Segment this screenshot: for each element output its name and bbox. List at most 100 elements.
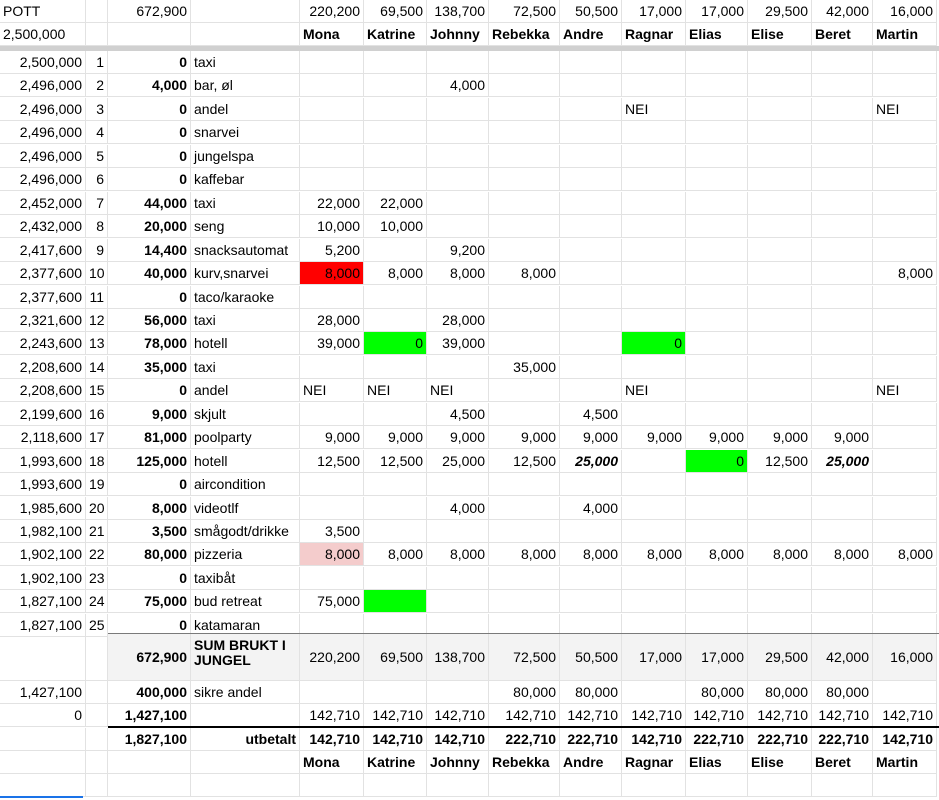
footer-name-cell[interactable]: Katrine: [364, 751, 427, 774]
person-amount-cell[interactable]: [622, 309, 686, 332]
description-cell[interactable]: snacksautomat: [191, 239, 300, 262]
person-amount-cell[interactable]: [489, 473, 560, 496]
person-amount-cell[interactable]: [622, 262, 686, 285]
sum-person-cell[interactable]: 17,000: [686, 634, 748, 681]
person-amount-cell[interactable]: 8,000: [364, 262, 427, 285]
total-spent-cell[interactable]: 672,900: [108, 0, 191, 23]
person-amount-cell[interactable]: [686, 309, 748, 332]
person-amount-cell[interactable]: [560, 239, 622, 262]
description-cell[interactable]: smågodt/drikke: [191, 520, 300, 543]
description-cell[interactable]: taxi: [191, 356, 300, 379]
description-cell[interactable]: hotell: [191, 332, 300, 355]
description-cell[interactable]: snarvei: [191, 121, 300, 144]
person-amount-cell[interactable]: [748, 239, 812, 262]
row-number-cell[interactable]: 2: [86, 74, 108, 97]
person-amount-cell[interactable]: [873, 426, 937, 449]
person-amount-cell[interactable]: [300, 51, 364, 74]
balance-cell[interactable]: 2,496,000: [0, 74, 86, 97]
person-amount-cell[interactable]: [686, 215, 748, 238]
split-person-cell[interactable]: 142,710: [364, 704, 427, 727]
person-amount-cell[interactable]: 22,000: [364, 192, 427, 215]
empty-cell[interactable]: [0, 774, 86, 797]
amount-cell[interactable]: 75,000: [108, 590, 191, 613]
amount-cell[interactable]: 0: [108, 51, 191, 74]
person-amount-cell[interactable]: [300, 356, 364, 379]
balance-cell[interactable]: 2,321,600: [0, 309, 86, 332]
amount-cell[interactable]: 44,000: [108, 192, 191, 215]
person-amount-cell[interactable]: [489, 51, 560, 74]
person-amount-cell[interactable]: [748, 332, 812, 355]
person-amount-cell[interactable]: [873, 590, 937, 613]
person-total-cell[interactable]: 69,500: [364, 0, 427, 23]
person-amount-cell[interactable]: [489, 74, 560, 97]
person-amount-cell[interactable]: [489, 168, 560, 191]
person-amount-cell[interactable]: [873, 332, 937, 355]
person-amount-cell[interactable]: 9,000: [300, 426, 364, 449]
person-amount-cell[interactable]: [748, 356, 812, 379]
person-amount-cell[interactable]: [812, 286, 873, 309]
empty-cell[interactable]: [108, 23, 191, 46]
person-amount-cell[interactable]: [812, 215, 873, 238]
amount-cell[interactable]: 35,000: [108, 356, 191, 379]
person-amount-cell[interactable]: 12,500: [748, 450, 812, 473]
description-cell[interactable]: taxi: [191, 51, 300, 74]
empty-cell[interactable]: [300, 774, 364, 797]
person-amount-cell[interactable]: [364, 567, 427, 590]
person-amount-cell[interactable]: [560, 215, 622, 238]
person-amount-cell[interactable]: [300, 567, 364, 590]
person-amount-cell[interactable]: [812, 121, 873, 144]
payout-person-cell[interactable]: 142,710: [300, 728, 364, 751]
empty-cell[interactable]: [191, 774, 300, 797]
person-total-cell[interactable]: 72,500: [489, 0, 560, 23]
person-amount-cell[interactable]: [622, 121, 686, 144]
amount-cell[interactable]: 0: [108, 567, 191, 590]
person-amount-cell[interactable]: [489, 215, 560, 238]
description-cell[interactable]: taxi: [191, 309, 300, 332]
row-number-cell[interactable]: 5: [86, 145, 108, 168]
footer-name-cell[interactable]: Elias: [686, 751, 748, 774]
person-amount-cell[interactable]: [560, 473, 622, 496]
person-amount-cell[interactable]: [560, 567, 622, 590]
person-amount-cell[interactable]: [560, 262, 622, 285]
person-amount-cell[interactable]: 75,000: [300, 590, 364, 613]
person-amount-cell[interactable]: 10,000: [300, 215, 364, 238]
person-amount-cell[interactable]: 28,000: [300, 309, 364, 332]
description-cell[interactable]: pizzeria: [191, 543, 300, 566]
empty-cell[interactable]: [191, 0, 300, 23]
person-amount-cell[interactable]: 8,000: [427, 262, 489, 285]
person-amount-cell[interactable]: [300, 473, 364, 496]
person-amount-cell[interactable]: [812, 403, 873, 426]
person-amount-cell[interactable]: [489, 567, 560, 590]
share-amount-cell[interactable]: 400,000: [108, 681, 191, 704]
person-amount-cell[interactable]: [873, 74, 937, 97]
person-amount-cell[interactable]: 9,000: [622, 426, 686, 449]
footer-name-cell[interactable]: Beret: [812, 751, 873, 774]
person-amount-cell[interactable]: [748, 473, 812, 496]
person-amount-cell[interactable]: 4,000: [427, 497, 489, 520]
person-amount-cell[interactable]: [622, 450, 686, 473]
person-amount-cell[interactable]: [686, 98, 748, 121]
person-amount-cell[interactable]: [748, 145, 812, 168]
amount-cell[interactable]: 56,000: [108, 309, 191, 332]
person-amount-cell[interactable]: [560, 309, 622, 332]
description-cell[interactable]: kaffebar: [191, 168, 300, 191]
row-number-cell[interactable]: 17: [86, 426, 108, 449]
person-amount-cell[interactable]: [812, 145, 873, 168]
person-amount-cell[interactable]: [427, 520, 489, 543]
balance-cell[interactable]: 2,496,000: [0, 121, 86, 144]
payout-person-cell[interactable]: 222,710: [812, 728, 873, 751]
person-amount-cell[interactable]: [873, 286, 937, 309]
row-number-cell[interactable]: 7: [86, 192, 108, 215]
person-amount-cell[interactable]: [748, 520, 812, 543]
row-number-cell[interactable]: 16: [86, 403, 108, 426]
row-number-cell[interactable]: 22: [86, 543, 108, 566]
split-person-cell[interactable]: 142,710: [427, 704, 489, 727]
person-amount-cell[interactable]: [748, 192, 812, 215]
empty-cell[interactable]: [364, 774, 427, 797]
person-amount-cell[interactable]: [560, 145, 622, 168]
person-amount-cell[interactable]: [812, 590, 873, 613]
person-amount-cell[interactable]: [686, 51, 748, 74]
person-amount-cell[interactable]: [489, 520, 560, 543]
person-amount-cell[interactable]: [622, 497, 686, 520]
balance-cell[interactable]: 2,452,000: [0, 192, 86, 215]
